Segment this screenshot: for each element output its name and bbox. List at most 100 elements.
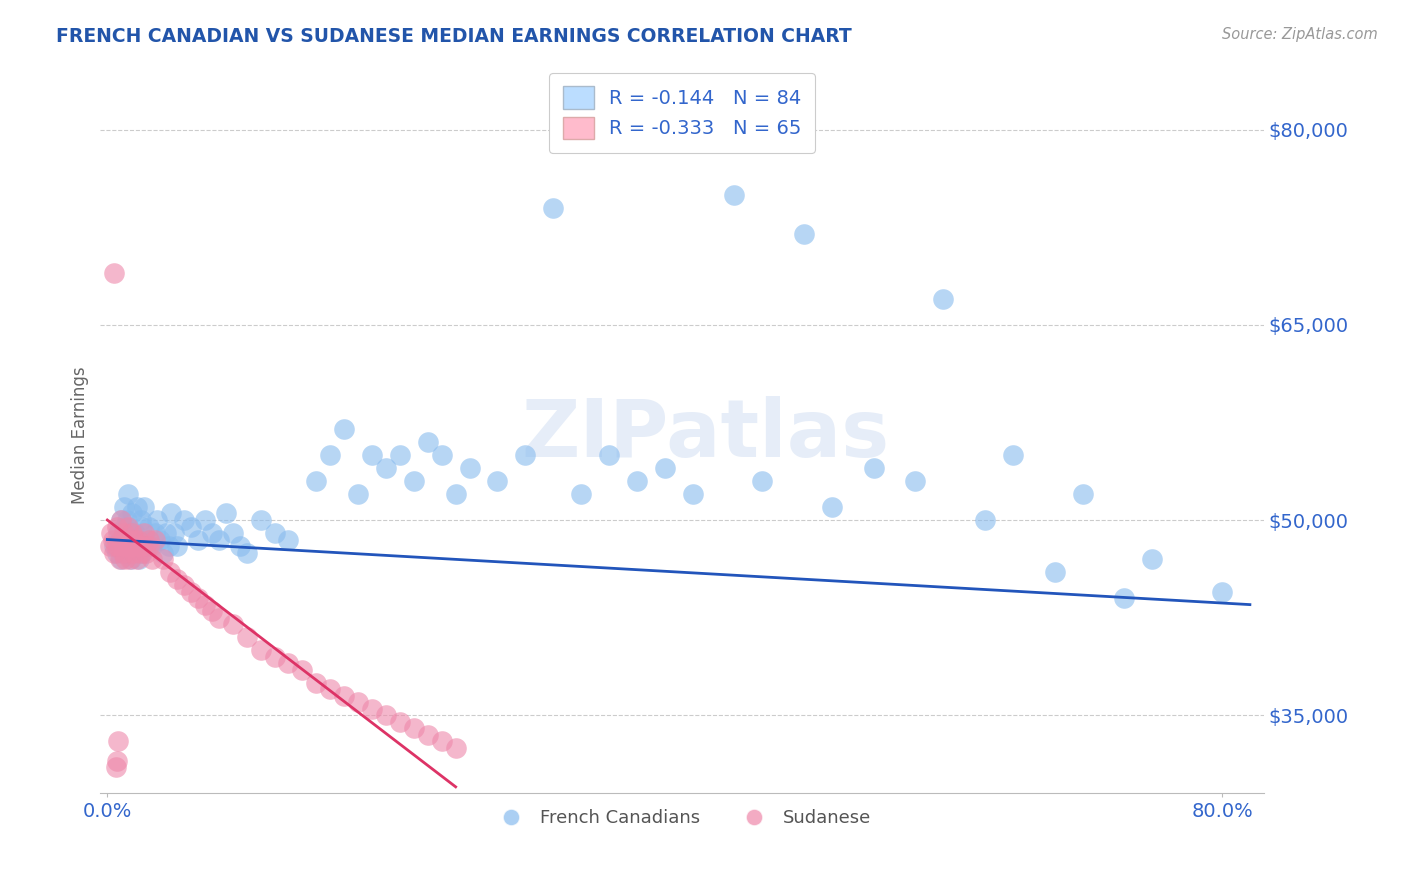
Point: [107, 526, 129, 541]
Point: [125, 500, 148, 514]
Point: [152, 545, 174, 559]
Point: [222, 617, 245, 632]
Point: [124, 526, 146, 541]
Point: [101, 533, 124, 547]
Point: [117, 487, 139, 501]
Point: [124, 533, 146, 547]
Point: [388, 448, 411, 462]
Point: [107, 539, 129, 553]
Point: [157, 539, 180, 553]
Point: [249, 513, 271, 527]
Point: [117, 533, 139, 547]
Point: [416, 434, 439, 449]
Point: [723, 187, 745, 202]
Point: [112, 539, 135, 553]
Point: [152, 552, 174, 566]
Point: [108, 552, 131, 566]
Point: [235, 630, 257, 644]
Text: Source: ZipAtlas.com: Source: ZipAtlas.com: [1222, 27, 1378, 42]
Point: [235, 545, 257, 559]
Point: [103, 539, 125, 553]
Point: [751, 474, 773, 488]
Point: [430, 734, 453, 748]
Point: [305, 675, 328, 690]
Point: [208, 533, 231, 547]
Point: [333, 422, 356, 436]
Point: [569, 487, 592, 501]
Point: [121, 507, 143, 521]
Point: [98, 539, 121, 553]
Legend: French Canadians, Sudanese: French Canadians, Sudanese: [485, 802, 879, 834]
Point: [187, 591, 209, 606]
Point: [458, 461, 481, 475]
Point: [103, 545, 125, 559]
Point: [112, 526, 135, 541]
Point: [100, 526, 122, 541]
Point: [626, 474, 648, 488]
Point: [105, 519, 128, 533]
Point: [416, 728, 439, 742]
Point: [132, 526, 155, 541]
Point: [187, 533, 209, 547]
Point: [347, 695, 370, 709]
Point: [194, 513, 217, 527]
Point: [160, 507, 183, 521]
Point: [131, 539, 153, 553]
Point: [143, 526, 166, 541]
Point: [108, 533, 131, 547]
Point: [486, 474, 509, 488]
Point: [111, 545, 134, 559]
Point: [135, 545, 157, 559]
Point: [125, 552, 148, 566]
Point: [654, 461, 676, 475]
Point: [104, 760, 127, 774]
Point: [793, 227, 815, 241]
Point: [682, 487, 704, 501]
Point: [118, 526, 141, 541]
Point: [118, 552, 141, 566]
Point: [124, 539, 146, 553]
Point: [515, 448, 537, 462]
Point: [107, 734, 129, 748]
Point: [541, 201, 564, 215]
Point: [112, 519, 135, 533]
Point: [263, 649, 285, 664]
Point: [155, 526, 177, 541]
Point: [1114, 591, 1136, 606]
Point: [1142, 552, 1164, 566]
Point: [932, 292, 955, 306]
Point: [1002, 448, 1025, 462]
Point: [120, 533, 142, 547]
Point: [173, 513, 195, 527]
Point: [110, 552, 132, 566]
Point: [821, 500, 844, 514]
Point: [249, 643, 271, 657]
Point: [402, 474, 425, 488]
Point: [201, 526, 224, 541]
Point: [361, 448, 384, 462]
Point: [444, 487, 467, 501]
Point: [135, 539, 157, 553]
Point: [159, 565, 181, 579]
Point: [1043, 565, 1066, 579]
Point: [103, 266, 125, 280]
Point: [163, 526, 186, 541]
Point: [127, 533, 149, 547]
Point: [115, 513, 138, 527]
Point: [388, 714, 411, 729]
Point: [333, 689, 356, 703]
Point: [122, 539, 145, 553]
Point: [444, 740, 467, 755]
Point: [138, 539, 160, 553]
Y-axis label: Median Earnings: Median Earnings: [72, 367, 89, 504]
Point: [121, 539, 143, 553]
Point: [215, 507, 238, 521]
Point: [131, 545, 153, 559]
Text: ZIPatlas: ZIPatlas: [522, 396, 890, 475]
Point: [114, 545, 136, 559]
Point: [105, 754, 128, 768]
Point: [132, 500, 155, 514]
Point: [1071, 487, 1094, 501]
Point: [129, 545, 152, 559]
Point: [347, 487, 370, 501]
